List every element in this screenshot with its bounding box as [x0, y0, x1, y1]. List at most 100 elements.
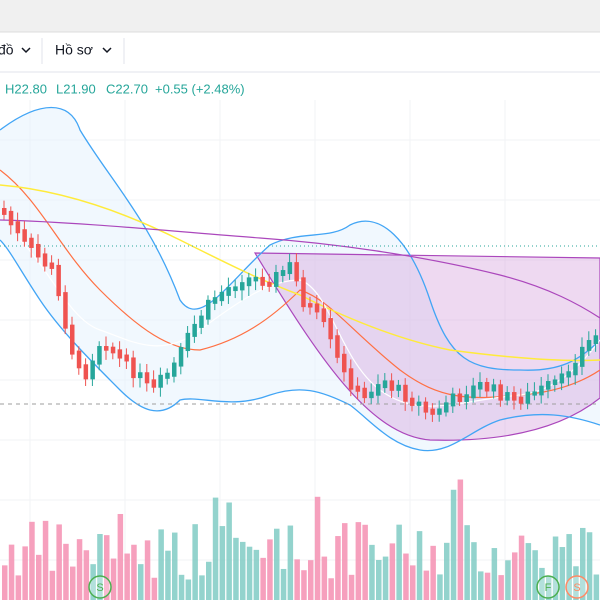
legend-close: C22.70: [106, 81, 148, 96]
candle-body: [586, 340, 592, 351]
candle-body: [403, 384, 408, 402]
legend-change: +0.55 (+2.48%): [155, 81, 245, 96]
volume-bar: [450, 489, 457, 600]
volume-bar: [212, 497, 219, 600]
volume-bar: [280, 568, 287, 600]
candle-body: [42, 253, 48, 267]
candle-body: [56, 264, 61, 297]
volume-bar: [566, 534, 572, 600]
volume-bar: [342, 523, 348, 600]
toolbar-item[interactable]: Hồ sơ: [55, 42, 93, 58]
marker[interactable]: F: [536, 575, 560, 599]
volume-bar: [423, 570, 430, 600]
candle-body: [321, 308, 327, 323]
volume-bar: [532, 550, 538, 600]
candle-body: [212, 297, 218, 304]
ma-yellow: [0, 184, 600, 362]
candle-body: [246, 277, 252, 287]
candle-body: [90, 360, 95, 380]
volume-bar: [410, 565, 416, 600]
volume-bar: [362, 524, 368, 600]
marker-label: F: [545, 582, 552, 594]
volume-bar: [97, 534, 103, 600]
candle-body: [362, 387, 367, 399]
marker[interactable]: S: [88, 575, 112, 599]
candle-body: [206, 299, 211, 320]
candle-body: [410, 397, 415, 406]
volume-bar: [586, 532, 593, 600]
candle-body: [22, 229, 27, 242]
candle-body: [498, 384, 503, 401]
candle-body: [457, 393, 463, 402]
candle-body: [484, 381, 490, 392]
candle-body: [444, 402, 449, 413]
candle-body: [274, 272, 279, 287]
volume-bar: [76, 539, 83, 600]
candle-body: [546, 381, 551, 390]
marker-label: S: [96, 582, 103, 594]
candle-body: [8, 210, 14, 226]
candle-body: [552, 379, 558, 386]
volume-bar: [56, 524, 62, 600]
top-bar: [0, 0, 600, 32]
candle-body: [532, 391, 537, 396]
candle-body: [505, 392, 510, 401]
candle-body: [478, 381, 483, 390]
candle-body: [199, 315, 204, 328]
volume-bar: [42, 520, 49, 600]
candle-body: [280, 270, 286, 277]
volume-bar: [321, 556, 328, 600]
volume-bar: [226, 502, 232, 600]
candle-body: [464, 394, 469, 402]
volume-bar: [444, 542, 450, 600]
candle-body: [382, 380, 388, 389]
candle-body: [294, 262, 299, 282]
volume-bar: [484, 572, 491, 600]
volume-bar: [430, 545, 436, 600]
candle-body: [314, 303, 320, 313]
volume-bar: [328, 578, 334, 600]
volume-bar: [539, 567, 545, 600]
volume-bar: [178, 574, 185, 600]
volume-bar: [253, 549, 260, 600]
volume-bar: [396, 524, 402, 600]
candle-body: [348, 368, 354, 390]
candle-body: [124, 354, 129, 362]
candle-body: [342, 353, 347, 373]
volume-bar: [416, 531, 423, 600]
volume-bar: [29, 521, 35, 600]
candle-body: [253, 276, 259, 282]
candle-body: [437, 408, 442, 415]
volume-bar: [117, 513, 124, 600]
volume-bar: [124, 553, 130, 600]
candles: [2, 200, 599, 422]
marker[interactable]: S: [565, 575, 589, 599]
volume-bar: [355, 522, 362, 600]
volume-bar: [260, 557, 266, 600]
candle-body: [15, 221, 21, 234]
candle-body: [83, 364, 89, 380]
toolbar-item[interactable]: đồ: [0, 42, 14, 58]
candle-body: [144, 372, 150, 384]
volume-bar: [49, 570, 56, 600]
candle-body: [110, 346, 116, 354]
candle-body: [566, 371, 571, 378]
volume-bar: [219, 526, 226, 600]
volume-bar: [464, 525, 470, 600]
dropdown-icon: [102, 47, 112, 54]
volume-bar: [308, 560, 314, 600]
volume-bar: [457, 479, 464, 600]
volume-bar: [274, 528, 280, 600]
volume-bar: [294, 559, 300, 600]
candle-body: [49, 262, 55, 269]
volume-bar: [199, 575, 205, 600]
volume-bar: [382, 556, 389, 600]
volume-bar: [240, 541, 246, 600]
volume-bar: [505, 560, 511, 600]
volume-bar: [376, 559, 382, 600]
ma-purple: [0, 219, 600, 319]
bollinger-upper: [0, 107, 600, 371]
candle-body: [580, 346, 585, 367]
